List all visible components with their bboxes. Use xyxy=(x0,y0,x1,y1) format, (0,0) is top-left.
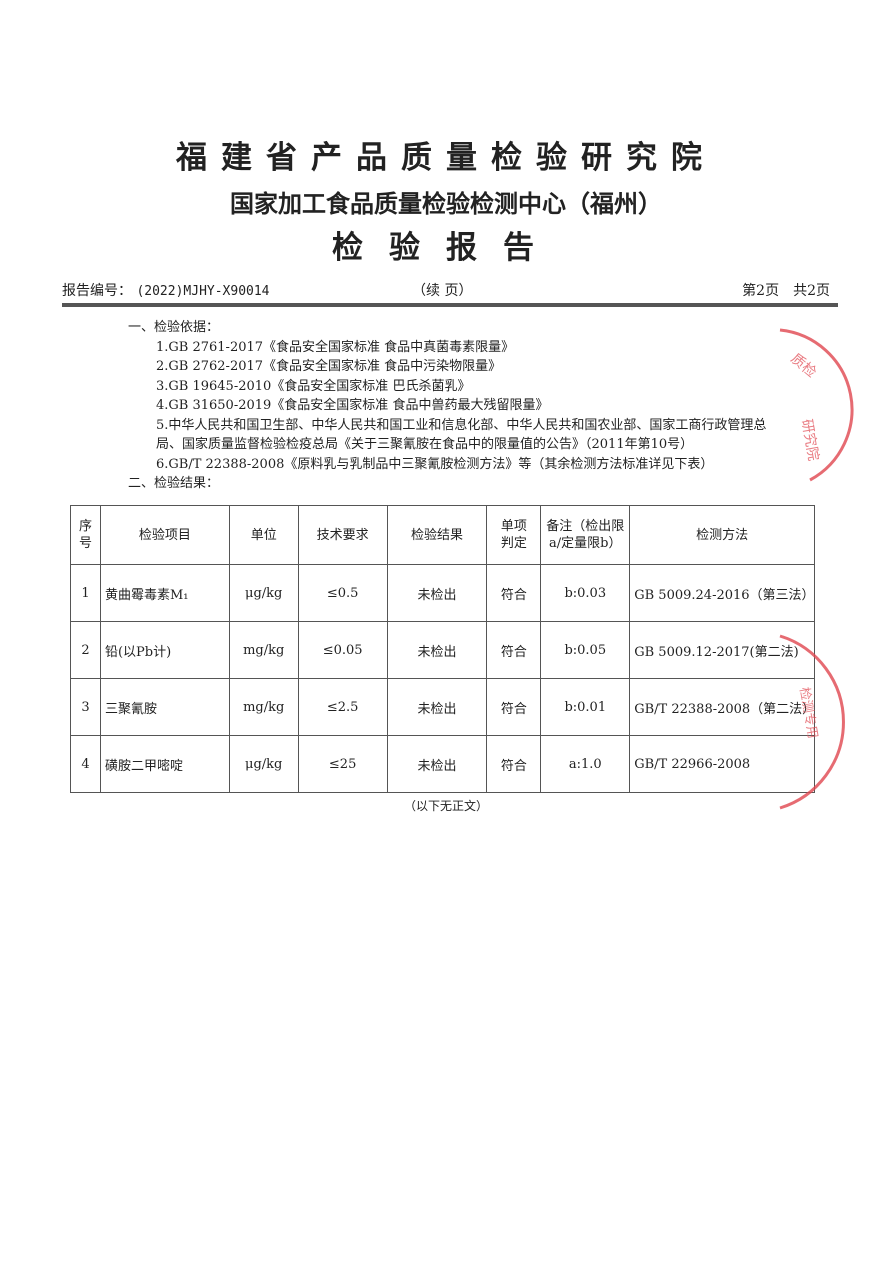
table-cell: GB 5009.12-2017(第二法) xyxy=(629,621,815,679)
table-cell: μg/kg xyxy=(228,735,299,793)
table-cell: 1 xyxy=(70,564,101,622)
table-cell: ≤0.05 xyxy=(297,621,388,679)
basis-item: 2.GB 2762-2017《食品安全国家标准 食品中污染物限量》 xyxy=(156,359,502,374)
table-cell: mg/kg xyxy=(228,621,299,679)
table-cell: 符合 xyxy=(486,621,542,679)
table-cell: GB 5009.24-2016（第三法） xyxy=(629,564,815,622)
table-cell: 三聚氰胺 xyxy=(99,678,230,736)
basis-item: 4.GB 31650-2019《食品安全国家标准 食品中兽药最大残留限量》 xyxy=(156,398,549,413)
col-header: 技术要求 xyxy=(297,505,388,565)
table-cell: ≤0.5 xyxy=(297,564,388,622)
table-row: 2 铅(以Pb计) mg/kg ≤0.05 未检出 符合 b:0.05 GB 5009.12-… xyxy=(70,621,815,679)
table-row: 4 磺胺二甲嘧啶 μg/kg ≤25 未检出 符合 a:1.0 GB/T 22966-2008 xyxy=(70,735,815,793)
col-header: 检验项目 xyxy=(99,505,230,565)
header-divider xyxy=(62,303,838,307)
col-header: 单位 xyxy=(228,505,299,565)
report-number-value: (2022)MJHY-X90014 xyxy=(136,284,270,299)
svg-text:研究院: 研究院 xyxy=(798,418,821,462)
table-cell: a:1.0 xyxy=(540,735,631,793)
table-cell: 未检出 xyxy=(386,621,488,679)
center-title: 国家加工食品质量检验检测中心（福州） xyxy=(230,189,662,218)
institute-title: 福建省产品质量检验研究院 xyxy=(176,140,716,176)
table-cell: 铅(以Pb计) xyxy=(99,621,230,679)
table-cell: 未检出 xyxy=(386,564,488,622)
table-cell: ≤25 xyxy=(297,735,388,793)
table-cell: 符合 xyxy=(486,678,542,736)
table-cell: 未检出 xyxy=(386,678,488,736)
table-cell: 3 xyxy=(70,678,101,736)
table-row: 3 三聚氰胺 mg/kg ≤2.5 未检出 符合 b:0.01 GB/T 22388-2008… xyxy=(70,678,815,736)
table-row: 1 黄曲霉毒素M₁ μg/kg ≤0.5 未检出 符合 b:0.03 GB 5009.24-2… xyxy=(70,564,815,622)
table-cell: 符合 xyxy=(486,735,542,793)
table-cell: b:0.01 xyxy=(540,678,631,736)
basis-item: 3.GB 19645-2010《食品安全国家标准 巴氏杀菌乳》 xyxy=(156,378,471,394)
basis-item: 1.GB 2761-2017《食品安全国家标准 食品中真菌毒素限量》 xyxy=(156,339,515,355)
table-cell: b:0.03 xyxy=(540,564,631,622)
table-cell: b:0.05 xyxy=(540,621,631,679)
table-cell: μg/kg xyxy=(228,564,299,622)
svg-text:质检: 质检 xyxy=(787,351,819,381)
table-cell: 符合 xyxy=(486,564,542,622)
basis-heading: 一、检验依据： xyxy=(128,320,220,335)
table-cell: GB/T 22966-2008 xyxy=(629,735,815,793)
col-header: 检测方法 xyxy=(629,505,815,565)
table-cell: GB/T 22388-2008（第二法） xyxy=(629,678,815,736)
basis-item: 6.GB/T 22388-2008《原料乳与乳制品中三聚氰胺检测方法》等（其余检… xyxy=(156,456,714,472)
results-heading: 二、检验结果： xyxy=(128,476,220,491)
col-header: 序号 xyxy=(70,505,101,565)
basis-item: 5.中华人民共和国卫生部、中华人民共和国工业和信息化部、中华人民共和国农业部、国… xyxy=(156,417,767,453)
end-of-text-note: （以下无正文） xyxy=(403,799,488,813)
page-info: 第2页 共2页 xyxy=(742,283,830,299)
basis-section: 一、检验依据： 1.GB 2761-2017《食品安全国家标准 食品中真菌毒素限… xyxy=(128,318,768,494)
col-header: 单项判定 xyxy=(486,505,542,565)
report-title: 检验报告 xyxy=(332,230,560,266)
report-number-label: 报告编号： xyxy=(62,283,132,299)
table-header-row: 序号 检验项目 单位 技术要求 检验结果 单项判定 备注（检出限a/定量限b） … xyxy=(70,505,815,565)
col-header: 备注（检出限a/定量限b） xyxy=(540,505,631,565)
table-cell: mg/kg xyxy=(228,678,299,736)
table-cell: 磺胺二甲嘧啶 xyxy=(99,735,230,793)
table-cell: 2 xyxy=(70,621,101,679)
table-cell: ≤2.5 xyxy=(297,678,388,736)
report-number: 报告编号： (2022)MJHY-X90014 xyxy=(62,280,270,300)
table-cell: 未检出 xyxy=(386,735,488,793)
table-cell: 黄曲霉毒素M₁ xyxy=(99,564,230,622)
results-table: 序号 检验项目 单位 技术要求 检验结果 单项判定 备注（检出限a/定量限b） … xyxy=(70,505,815,793)
continued-label: （续 页） xyxy=(412,283,473,299)
col-header: 检验结果 xyxy=(386,505,488,565)
table-cell: 4 xyxy=(70,735,101,793)
